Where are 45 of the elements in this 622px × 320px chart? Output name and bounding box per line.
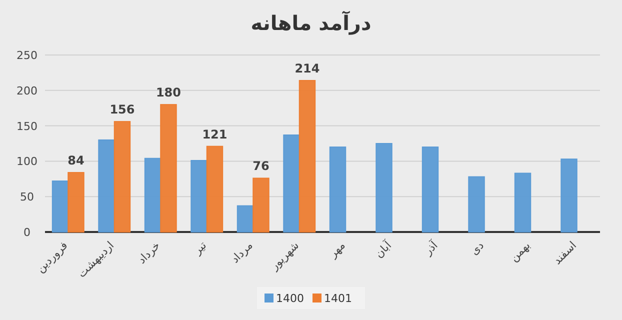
data-label: 121 xyxy=(202,127,228,142)
bar xyxy=(144,158,162,232)
y-tick-label: 150 xyxy=(16,120,38,133)
bar xyxy=(114,121,131,232)
y-tick-label: 200 xyxy=(16,84,38,98)
x-tick-label: دی xyxy=(468,238,487,258)
bar xyxy=(376,143,392,232)
bar xyxy=(514,172,532,232)
x-tick-label: تیر xyxy=(190,238,209,258)
bar xyxy=(298,80,316,232)
y-tick-label: 250 xyxy=(16,49,38,62)
x-tick-label: مهر xyxy=(326,238,348,261)
bar xyxy=(252,178,270,232)
x-tick-label: فروردین xyxy=(34,238,70,276)
bar xyxy=(206,146,224,232)
y-tick-label: 100 xyxy=(16,155,38,168)
y-tick-label: 50 xyxy=(20,190,34,204)
data-label: 156 xyxy=(110,102,135,117)
x-tick-label: اسفند xyxy=(550,238,579,268)
bar xyxy=(468,176,485,232)
x-tick-label: اردیبهشت xyxy=(75,238,116,280)
bar xyxy=(329,146,346,232)
bar xyxy=(68,172,84,232)
bar xyxy=(422,146,439,232)
bar xyxy=(52,180,69,232)
bar xyxy=(160,104,177,232)
data-label: 180 xyxy=(156,86,182,100)
data-label: 214 xyxy=(294,61,320,76)
x-tick-label: آبان xyxy=(372,238,395,261)
chart-title: درآمد ماهانه xyxy=(250,10,372,35)
y-tick-label: 0 xyxy=(24,226,30,239)
bar xyxy=(98,139,115,232)
data-label: 84 xyxy=(68,154,84,168)
bar xyxy=(283,134,300,232)
x-tick-label: شهریور xyxy=(267,238,302,274)
legend-label: 1400 xyxy=(276,292,304,305)
data-label: 76 xyxy=(252,159,270,174)
bar xyxy=(236,205,254,232)
x-tick-label: آذر xyxy=(420,238,441,258)
bar xyxy=(190,160,208,232)
legend-label: 1401 xyxy=(324,292,352,305)
bar xyxy=(560,158,578,232)
x-tick-label: مرداد xyxy=(228,238,256,266)
x-tick-label: بهمن xyxy=(507,238,533,264)
x-tick-label: خرداد xyxy=(135,238,163,266)
